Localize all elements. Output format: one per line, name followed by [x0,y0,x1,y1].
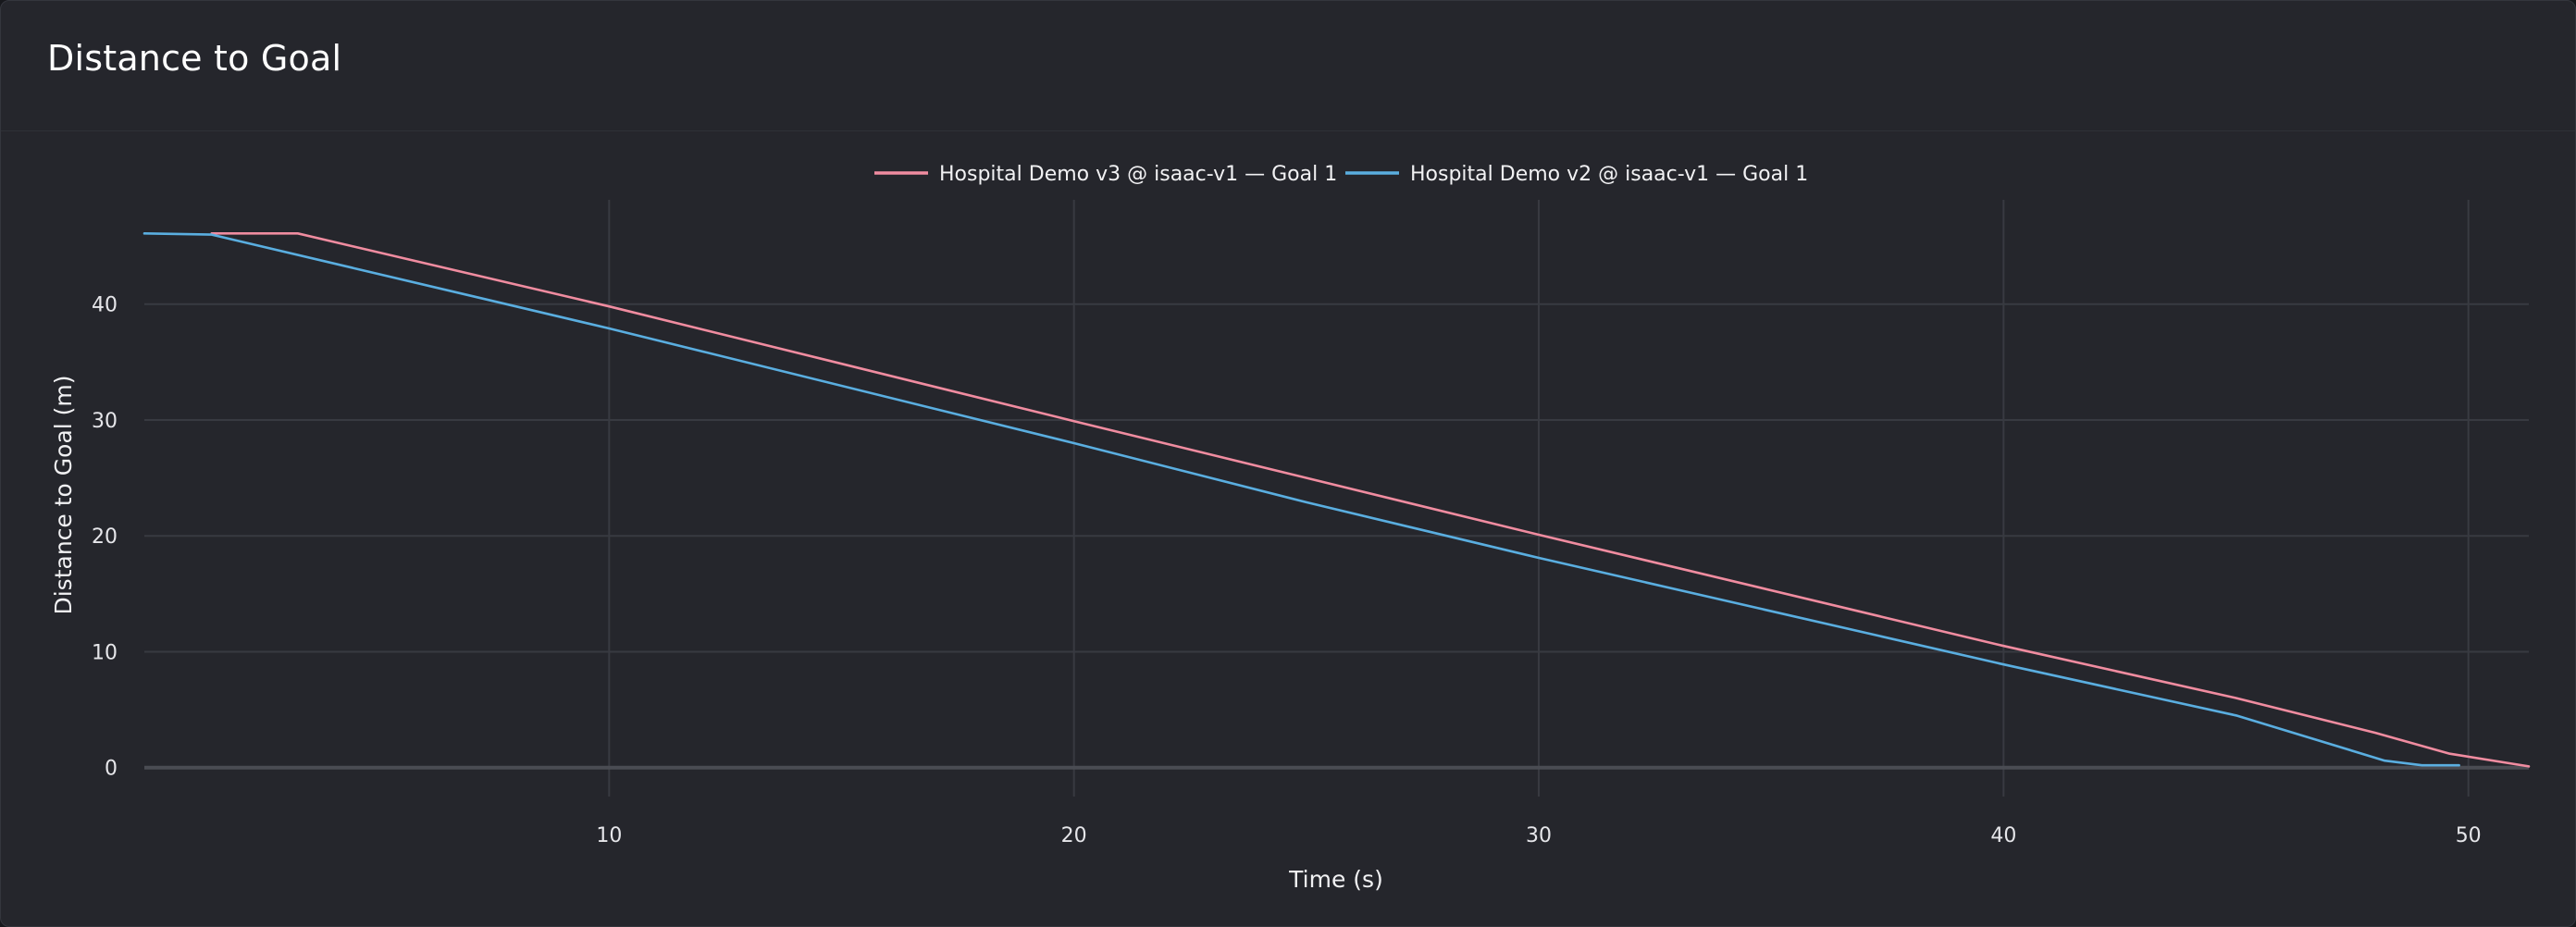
y-tick-label: 10 [92,641,118,664]
x-axis-title: Time (s) [1288,866,1383,893]
legend: Hospital Demo v3 @ isaac-v1 — Goal 1 Hos… [874,163,1808,186]
x-tick-label: 20 [1061,824,1087,847]
y-axis-title: Distance to Goal (m) [50,375,77,614]
x-tick-label: 10 [596,824,622,847]
series-line-v2[interactable] [142,232,2460,767]
x-tick-label: 50 [2456,824,2482,847]
panel-header: Distance to Goal [1,1,2575,131]
series-layer [142,232,2531,768]
legend-label-v3[interactable]: Hospital Demo v3 @ isaac-v1 — Goal 1 [939,163,1337,186]
grid [144,200,2529,797]
y-tick-label: 20 [92,525,118,549]
panel-title: Distance to Goal [47,38,342,79]
tick-labels: 10 20 30 40 50 0 10 20 30 40 [92,294,2482,847]
legend-label-v2[interactable]: Hospital Demo v2 @ isaac-v1 — Goal 1 [1410,163,1808,186]
series-line-v3[interactable] [210,232,2531,768]
x-tick-label: 40 [1990,824,2016,847]
y-tick-label: 40 [92,294,118,317]
x-tick-label: 30 [1526,824,1552,847]
y-tick-label: 30 [92,410,118,433]
y-tick-label: 0 [105,758,118,781]
